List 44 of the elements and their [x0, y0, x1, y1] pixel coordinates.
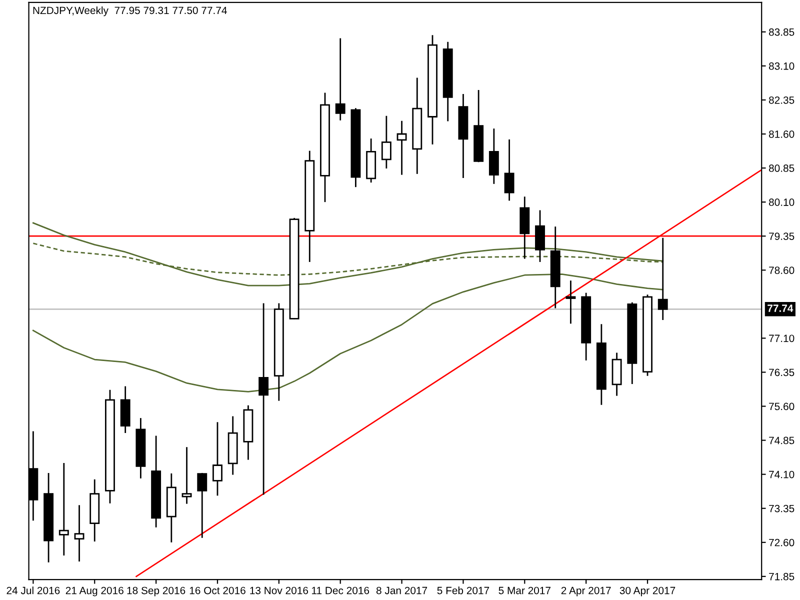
candlestick: [566, 280, 576, 324]
x-tick-label: 5 Feb 2017: [437, 586, 490, 594]
candlestick: [504, 138, 514, 202]
candlestick: [258, 302, 269, 496]
y-tick-label: 71.85: [769, 572, 794, 580]
x-tick-label: 2 Apr 2017: [561, 586, 611, 596]
line-series: [32, 274, 664, 392]
x-tick-label: 16 Oct 2016: [190, 586, 246, 594]
y-tick-label: 80.10: [768, 198, 794, 206]
y-tick-label: 79.35: [769, 232, 794, 240]
y-tick-label: 73.35: [769, 504, 794, 512]
y-tick-label: 81.60: [768, 130, 794, 138]
candlestick: [658, 237, 668, 321]
candlestick: [535, 210, 545, 263]
y-tick-label: 82.35: [768, 96, 794, 104]
y-tick-label: 76.35: [769, 368, 794, 376]
x-tick-label: 24 Jul 2016: [6, 586, 60, 594]
candlestick: [197, 472, 208, 539]
y-tick-label: 74.10: [769, 470, 794, 478]
y-tick-label: 80.85: [768, 164, 794, 172]
candlestick: [381, 115, 392, 170]
chart-title: NZDJPY,Weekly 77.95 79.31 77.50 77.74: [33, 6, 227, 16]
x-tick-label: 18 Sep 2016: [127, 586, 186, 596]
y-tick-label: 83.85: [768, 28, 794, 36]
x-tick-label: 21 Aug 2016: [66, 586, 124, 596]
x-tick-label: 30 Apr 2017: [620, 586, 676, 596]
x-tick-label: 13 Nov 2016: [250, 586, 308, 594]
candlestick: [335, 38, 346, 122]
y-tick-label: 83.10: [768, 62, 794, 70]
candlestick: [396, 120, 407, 176]
x-tick-label: 5 Mar 2017: [498, 586, 550, 594]
y-tick-label: 72.60: [769, 538, 794, 546]
candlestick: [58, 462, 69, 556]
y-tick-label: 77.10: [769, 334, 794, 342]
x-tick-label: 8 Jan 2017: [376, 586, 428, 594]
y-tick-label: 74.85: [769, 436, 794, 444]
candlestick: [212, 421, 222, 496]
ref-line-label: 77.74: [768, 304, 794, 312]
candlestick: [182, 446, 192, 505]
y-tick-label: 75.60: [769, 402, 794, 410]
candlestick: [488, 128, 499, 185]
candlestick: [74, 504, 84, 562]
y-tick-label: 78.60: [769, 266, 794, 274]
x-tick-label: 11 Dec 2016: [312, 586, 370, 594]
